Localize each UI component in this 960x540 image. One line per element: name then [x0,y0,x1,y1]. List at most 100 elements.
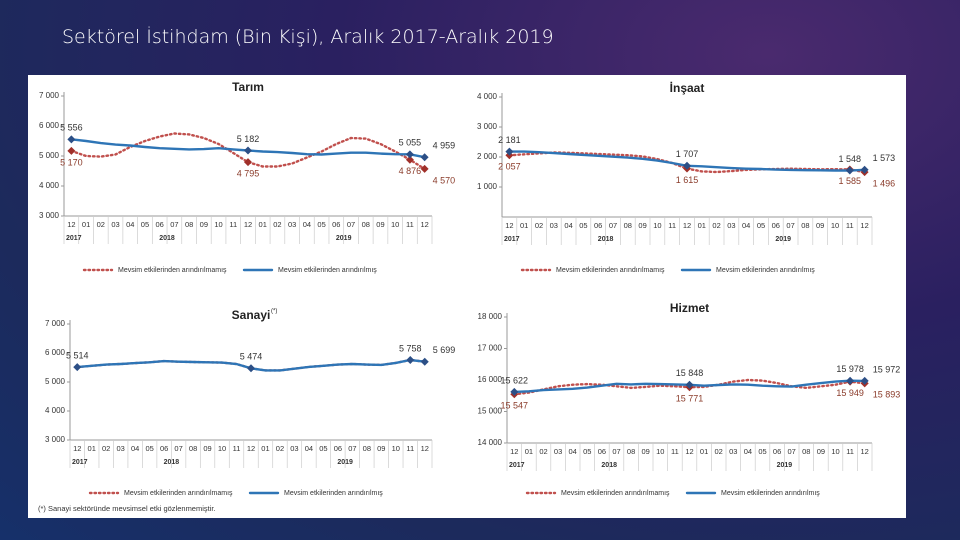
x-tick-label: 02 [102,444,110,453]
x-tick-label: 08 [802,447,810,456]
value-label: 1 496 [873,178,896,188]
year-label: 2018 [164,459,180,466]
y-tick-label: 6 000 [45,348,66,357]
x-tick-label: 05 [579,221,587,230]
x-tick-label: 08 [801,221,809,230]
year-label: 2017 [72,459,88,466]
x-tick-label: 11 [406,444,414,453]
x-tick-label: 12 [247,444,255,453]
legend-label: Mevsim etkilerinden arındırılmış [278,267,377,274]
point-marker [405,150,414,159]
x-tick-label: 05 [583,447,591,456]
x-tick-label: 08 [624,221,632,230]
x-tick-label: 03 [288,220,296,229]
x-tick-label: 07 [170,220,178,229]
x-tick-label: 11 [671,447,679,456]
x-tick-label: 01 [261,444,269,453]
x-tick-label: 02 [539,447,547,456]
x-tick-label: 09 [817,447,825,456]
value-label: 4 876 [399,166,422,176]
x-tick-label: 02 [535,221,543,230]
x-tick-label: 06 [594,221,602,230]
x-tick-label: 09 [377,444,385,453]
x-tick-label: 12 [685,447,693,456]
value-label: 15 622 [501,375,529,385]
y-tick-label: 3 000 [477,122,498,131]
legend-label: Mevsim etkilerinden arındırılmış [284,490,383,497]
x-tick-label: 12 [860,221,868,230]
y-tick-label: 3 000 [45,435,66,444]
x-tick-label: 11 [406,220,414,229]
legend-label: Mevsim etkilerinden arındırılmamış [118,267,227,274]
x-tick-label: 10 [218,444,226,453]
y-tick-label: 4 000 [45,406,66,415]
x-tick-label: 08 [363,444,371,453]
x-tick-label: 07 [347,220,355,229]
value-label: 15 848 [676,368,704,378]
value-label: 5 182 [237,134,260,144]
y-tick-label: 6 000 [39,121,60,130]
x-tick-label: 09 [638,221,646,230]
x-tick-label: 01 [700,447,708,456]
value-label: 15 771 [676,394,704,404]
value-label: 1 615 [676,175,699,185]
x-tick-label: 12 [421,444,429,453]
x-tick-label: 05 [141,220,149,229]
x-tick-label: 09 [642,447,650,456]
x-tick-label: 04 [131,444,139,453]
point-marker [845,166,854,175]
point-marker [244,146,252,155]
x-tick-label: 11 [846,447,854,456]
x-tick-label: 06 [598,447,606,456]
year-label: 2018 [159,235,175,242]
value-label: 5 055 [399,138,422,148]
x-tick-label: 09 [816,221,824,230]
year-label: 2017 [66,235,82,242]
x-tick-label: 05 [319,444,327,453]
y-tick-label: 3 000 [39,211,60,220]
year-label: 2019 [777,462,793,469]
x-tick-label: 11 [229,220,237,229]
point-marker [860,165,869,174]
point-marker [67,135,76,144]
x-tick-label: 06 [334,444,342,453]
x-tick-label: 11 [668,221,676,230]
x-tick-label: 12 [67,220,75,229]
year-label: 2019 [775,236,791,243]
x-tick-label: 10 [214,220,222,229]
x-tick-label: 06 [332,220,340,229]
y-tick-label: 5 000 [39,151,60,160]
footnote: (*) Sanayi sektöründe mevsimsel etki göz… [38,504,216,513]
x-tick-label: 11 [233,444,241,453]
x-tick-label: 12 [861,447,869,456]
value-label: 2 181 [498,135,521,145]
value-label: 4 959 [433,141,456,151]
x-tick-label: 02 [97,220,105,229]
chart-title: Sanayi [232,308,271,322]
x-tick-label: 08 [185,220,193,229]
y-tick-label: 16 000 [478,375,503,384]
x-tick-label: 03 [117,444,125,453]
x-tick-label: 03 [727,221,735,230]
x-tick-label: 01 [82,220,90,229]
value-label: 4 795 [237,169,260,179]
x-tick-label: 08 [627,447,635,456]
x-tick-label: 10 [831,447,839,456]
y-tick-label: 18 000 [478,312,503,321]
x-tick-label: 12 [505,221,513,230]
chart-title: İnşaat [670,80,705,95]
x-tick-label: 09 [376,220,384,229]
year-label: 2018 [598,236,614,243]
x-tick-label: 04 [744,447,752,456]
legend-label: Mevsim etkilerinden arındırılmamış [561,490,670,497]
point-marker [73,363,82,372]
title-note: (*) [271,309,277,315]
y-tick-label: 7 000 [39,91,60,100]
x-tick-label: 05 [757,221,765,230]
point-marker [846,376,855,385]
year-label: 2019 [336,235,352,242]
x-tick-label: 07 [788,447,796,456]
value-label: 1 548 [839,154,862,164]
legend-label: Mevsim etkilerinden arındırılmamış [124,490,233,497]
